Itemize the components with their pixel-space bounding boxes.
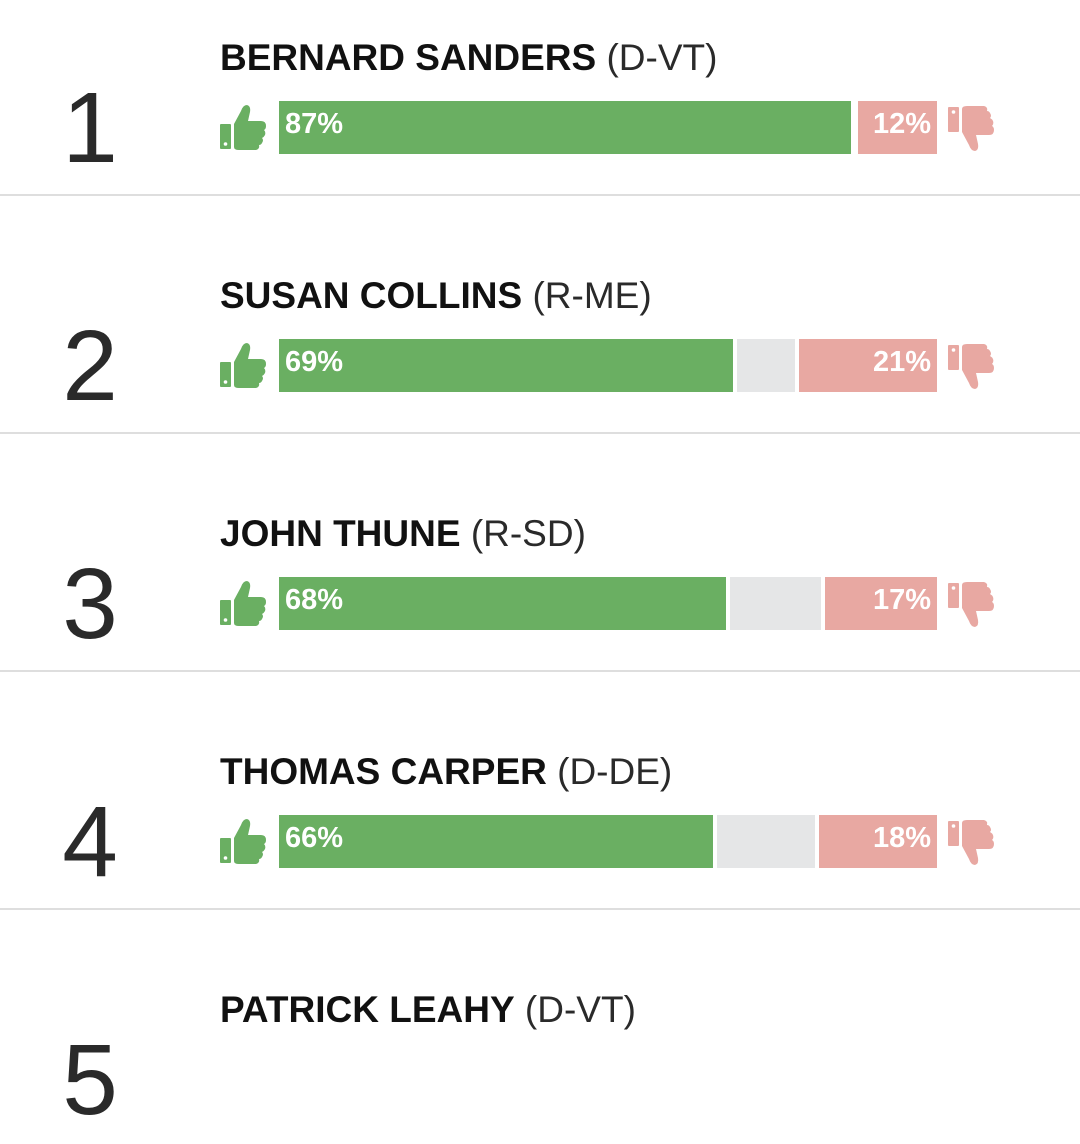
senator-name-line: SUSAN COLLINS (R-ME) bbox=[220, 274, 652, 318]
approve-segment: 66% bbox=[279, 815, 713, 868]
row-divider bbox=[0, 432, 1080, 434]
rank-number: 4 bbox=[62, 786, 118, 898]
senator-name-line: JOHN THUNE (R-SD) bbox=[220, 512, 586, 556]
thumbs-down-icon bbox=[946, 580, 996, 630]
senator-name: JOHN THUNE bbox=[220, 513, 461, 554]
approve-segment: 87% bbox=[279, 101, 851, 154]
disapprove-percent-label: 18% bbox=[872, 822, 931, 854]
thumbs-up-icon bbox=[218, 340, 268, 390]
senator-party: (D-VT) bbox=[606, 37, 718, 78]
senator-party: (R-SD) bbox=[470, 513, 586, 554]
senator-row: 1 BERNARD SANDERS (D-VT) 87% 12% bbox=[0, 0, 1080, 192]
disapprove-percent-label: 21% bbox=[872, 346, 931, 378]
approve-percent-label: 87% bbox=[285, 108, 344, 140]
approval-bar: 66% 18% bbox=[279, 815, 937, 868]
senator-party: (R-ME) bbox=[532, 275, 652, 316]
neutral-segment bbox=[730, 577, 821, 630]
senator-name-line: PATRICK LEAHY (D-VT) bbox=[220, 988, 636, 1032]
neutral-segment bbox=[717, 815, 815, 868]
senator-row: 4 THOMAS CARPER (D-DE) 66% 18% bbox=[0, 668, 1080, 906]
disapprove-segment: 18% bbox=[819, 815, 937, 868]
senator-row: 5 PATRICK LEAHY (D-VT) bbox=[0, 906, 1080, 1144]
disapprove-segment: 17% bbox=[825, 577, 937, 630]
rank-number: 1 bbox=[62, 72, 118, 184]
row-divider bbox=[0, 194, 1080, 196]
senator-name: SUSAN COLLINS bbox=[220, 275, 523, 316]
rank-number: 2 bbox=[62, 310, 118, 422]
thumbs-up-icon bbox=[218, 816, 268, 866]
senator-party: (D-DE) bbox=[557, 751, 673, 792]
rank-number: 3 bbox=[62, 548, 118, 660]
senator-row: 2 SUSAN COLLINS (R-ME) 69% 21% bbox=[0, 192, 1080, 430]
senator-row: 3 JOHN THUNE (R-SD) 68% 17% bbox=[0, 430, 1080, 668]
approve-percent-label: 68% bbox=[285, 584, 344, 616]
senator-party: (D-VT) bbox=[524, 989, 636, 1030]
disapprove-percent-label: 12% bbox=[872, 108, 931, 140]
neutral-segment bbox=[737, 339, 795, 392]
senator-name-line: BERNARD SANDERS (D-VT) bbox=[220, 36, 717, 80]
thumbs-down-icon bbox=[946, 818, 996, 868]
thumbs-up-icon bbox=[218, 102, 268, 152]
thumbs-up-icon bbox=[218, 578, 268, 628]
thumbs-down-icon bbox=[946, 342, 996, 392]
approve-percent-label: 66% bbox=[285, 822, 344, 854]
approve-percent-label: 69% bbox=[285, 346, 344, 378]
row-divider bbox=[0, 908, 1080, 910]
approve-segment: 69% bbox=[279, 339, 733, 392]
thumbs-down-icon bbox=[946, 104, 996, 154]
senator-name-line: THOMAS CARPER (D-DE) bbox=[220, 750, 672, 794]
senator-name: PATRICK LEAHY bbox=[220, 989, 515, 1030]
disapprove-percent-label: 17% bbox=[872, 584, 931, 616]
rank-number: 5 bbox=[62, 1024, 118, 1136]
row-divider bbox=[0, 670, 1080, 672]
approval-bar: 68% 17% bbox=[279, 577, 937, 630]
disapprove-segment: 21% bbox=[799, 339, 937, 392]
approval-bar: 69% 21% bbox=[279, 339, 937, 392]
approval-bar: 87% 12% bbox=[279, 101, 937, 154]
senator-name: THOMAS CARPER bbox=[220, 751, 547, 792]
disapprove-segment: 12% bbox=[858, 101, 937, 154]
senator-name: BERNARD SANDERS bbox=[220, 37, 597, 78]
approve-segment: 68% bbox=[279, 577, 726, 630]
